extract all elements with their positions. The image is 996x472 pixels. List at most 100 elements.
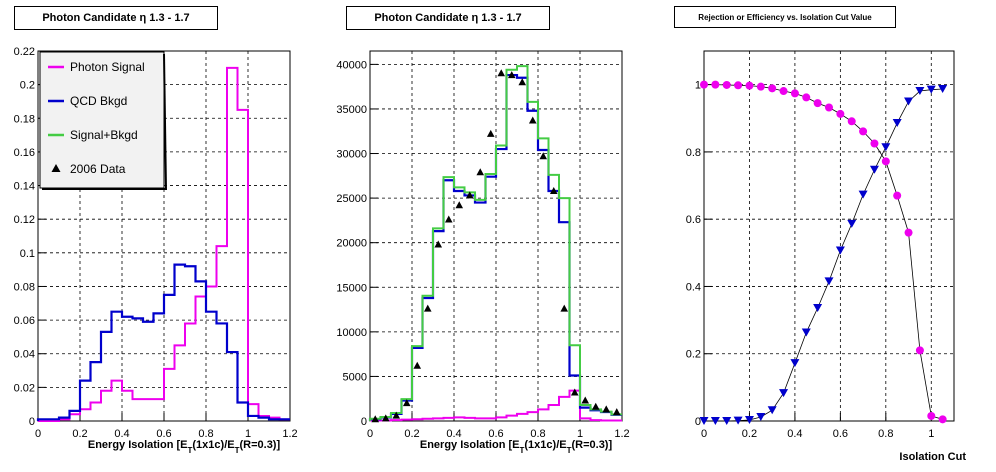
right-bkgd-point	[790, 359, 800, 368]
legend-label: Signal+Bkgd	[70, 128, 138, 142]
middle-data-point	[465, 191, 474, 199]
legend-label: Photon Signal	[70, 60, 145, 74]
right-xtick-label: 0.4	[787, 428, 802, 440]
left-xtick-label: 1	[245, 428, 251, 440]
left-ytick-label: 0.08	[14, 281, 35, 293]
right-signal-point	[870, 139, 879, 148]
middle-data-point	[560, 304, 569, 312]
right-bkgd-point	[915, 87, 925, 96]
right-xtick-label: 0.2	[742, 428, 757, 440]
left-ytick-label: 0.06	[14, 315, 35, 327]
left-xtick-label: 0.2	[72, 428, 87, 440]
left-xtick-label: 0.8	[198, 428, 213, 440]
right-panel-title: Rejection or Efficiency vs. Isolation Cu…	[674, 6, 896, 28]
middle-data-point	[476, 168, 485, 176]
right-bkgd-point	[699, 417, 709, 425]
middle-data-point	[497, 69, 506, 77]
right-signal-point	[859, 127, 868, 136]
left-panel-title: Photon Candidate η 1.3 - 1.7	[14, 6, 218, 30]
middle-data-point	[402, 399, 411, 407]
left-ytick-label: 0.12	[14, 214, 35, 226]
middle-histogram-signal-bkgd	[369, 65, 622, 421]
left-x-axis-label: Energy Isolation [ET(1x1c)/ET(R=0.3)]	[88, 439, 281, 455]
right-ytick-label: 0.4	[686, 281, 701, 293]
middle-ytick-label: 10000	[336, 327, 367, 339]
right-plot: 0 0.2 0.4 0.6 0.8 1 0 0.2 0.4 0.6 0.8 1	[686, 50, 955, 440]
left-xtick-label: 0	[35, 428, 41, 440]
left-ytick-label: 0.1	[20, 248, 35, 260]
right-bkgd-point	[813, 303, 823, 312]
right-bkgd-point	[733, 416, 743, 425]
left-xtick-label: 1.2	[282, 428, 297, 440]
right-bkgd-point	[710, 417, 720, 425]
right-signal-point	[847, 117, 856, 126]
right-ytick-label: 0.6	[686, 214, 701, 226]
left-ytick-label: 0.16	[14, 147, 35, 159]
right-signal-point	[881, 157, 890, 166]
right-signal-point	[768, 84, 777, 93]
right-bkgd-point	[892, 118, 902, 127]
right-signal-point	[893, 191, 902, 200]
right-signal-point	[700, 80, 708, 89]
middle-plot: 0 0.2 0.4 0.6 0.8 1 1.2 0 5000 10000 15000 20000 250…	[336, 50, 630, 440]
middle-panel-title: Photon Candidate η 1.3 - 1.7	[346, 6, 550, 30]
right-signal-point	[938, 415, 947, 424]
middle-xtick-label: 1.2	[614, 428, 629, 440]
right-signal-point	[825, 103, 833, 112]
middle-xtick-label: 0	[367, 428, 373, 440]
right-ytick-label: 0	[695, 416, 701, 428]
left-ytick-label: 0.22	[14, 46, 35, 58]
right-signal-point	[745, 81, 754, 90]
right-bkgd-point	[779, 389, 789, 398]
middle-data-point	[591, 402, 600, 410]
right-curve	[704, 84, 943, 420]
legend-label: 2006 Data	[70, 162, 126, 176]
right-signal-point	[734, 81, 743, 90]
middle-data-point	[423, 304, 432, 312]
right-ytick-label: 1	[695, 80, 701, 92]
right-signal-point	[813, 99, 822, 108]
middle-ytick-label: 15000	[336, 282, 367, 294]
right-xtick-label: 0.8	[878, 428, 893, 440]
right-bkgd-point	[835, 246, 845, 255]
right-bkgd-point	[858, 190, 868, 199]
right-signal-point	[711, 80, 720, 89]
left-histogram-photon-signal	[38, 66, 290, 422]
right-bkgd-point	[926, 85, 936, 94]
right-xtick-label: 1	[928, 428, 934, 440]
legend-shadow	[163, 53, 167, 191]
right-bkgd-point	[722, 417, 732, 425]
legend-swatch	[51, 164, 61, 172]
left-ytick-label: 0.04	[14, 349, 35, 361]
middle-data-point	[581, 396, 590, 404]
middle-data-point	[549, 186, 558, 194]
legend: Photon Signal QCD Bkgd Signal+Bkgd 2006 Dat…	[39, 51, 167, 191]
middle-ytick-label: 5000	[343, 371, 367, 383]
right-signal-point	[790, 89, 799, 98]
middle-xtick-label: 1	[577, 428, 583, 440]
legend-label: QCD Bkgd	[70, 94, 127, 108]
right-signal-point	[779, 87, 788, 96]
middle-data-point	[539, 152, 548, 160]
left-ytick-label: 0.02	[14, 382, 35, 394]
middle-ytick-label: 40000	[336, 59, 367, 71]
middle-xtick-label: 0.4	[446, 428, 461, 440]
right-bkgd-point	[801, 328, 811, 337]
left-ytick-label: 0.14	[14, 181, 35, 193]
middle-data-point	[455, 201, 464, 209]
right-curve	[704, 88, 943, 422]
middle-data-point	[434, 240, 443, 248]
right-signal-point	[904, 228, 913, 237]
middle-data-point	[507, 71, 516, 79]
right-bkgd-point	[847, 219, 857, 228]
middle-ytick-label: 25000	[336, 193, 367, 205]
middle-data-point	[602, 405, 611, 413]
right-bkgd-point	[869, 165, 879, 174]
middle-ytick-label: 20000	[336, 238, 367, 250]
middle-data-point	[413, 361, 422, 369]
right-bkgd-point	[881, 143, 891, 152]
middle-data-point	[518, 78, 527, 86]
left-plot: 0 0.2 0.4 0.6 0.8 1 1.2 0 0.02 0.04 0.06 0.08 0.1 0.1…	[14, 46, 298, 440]
right-bkgd-point	[938, 85, 948, 94]
middle-ytick-label: 30000	[336, 149, 367, 161]
